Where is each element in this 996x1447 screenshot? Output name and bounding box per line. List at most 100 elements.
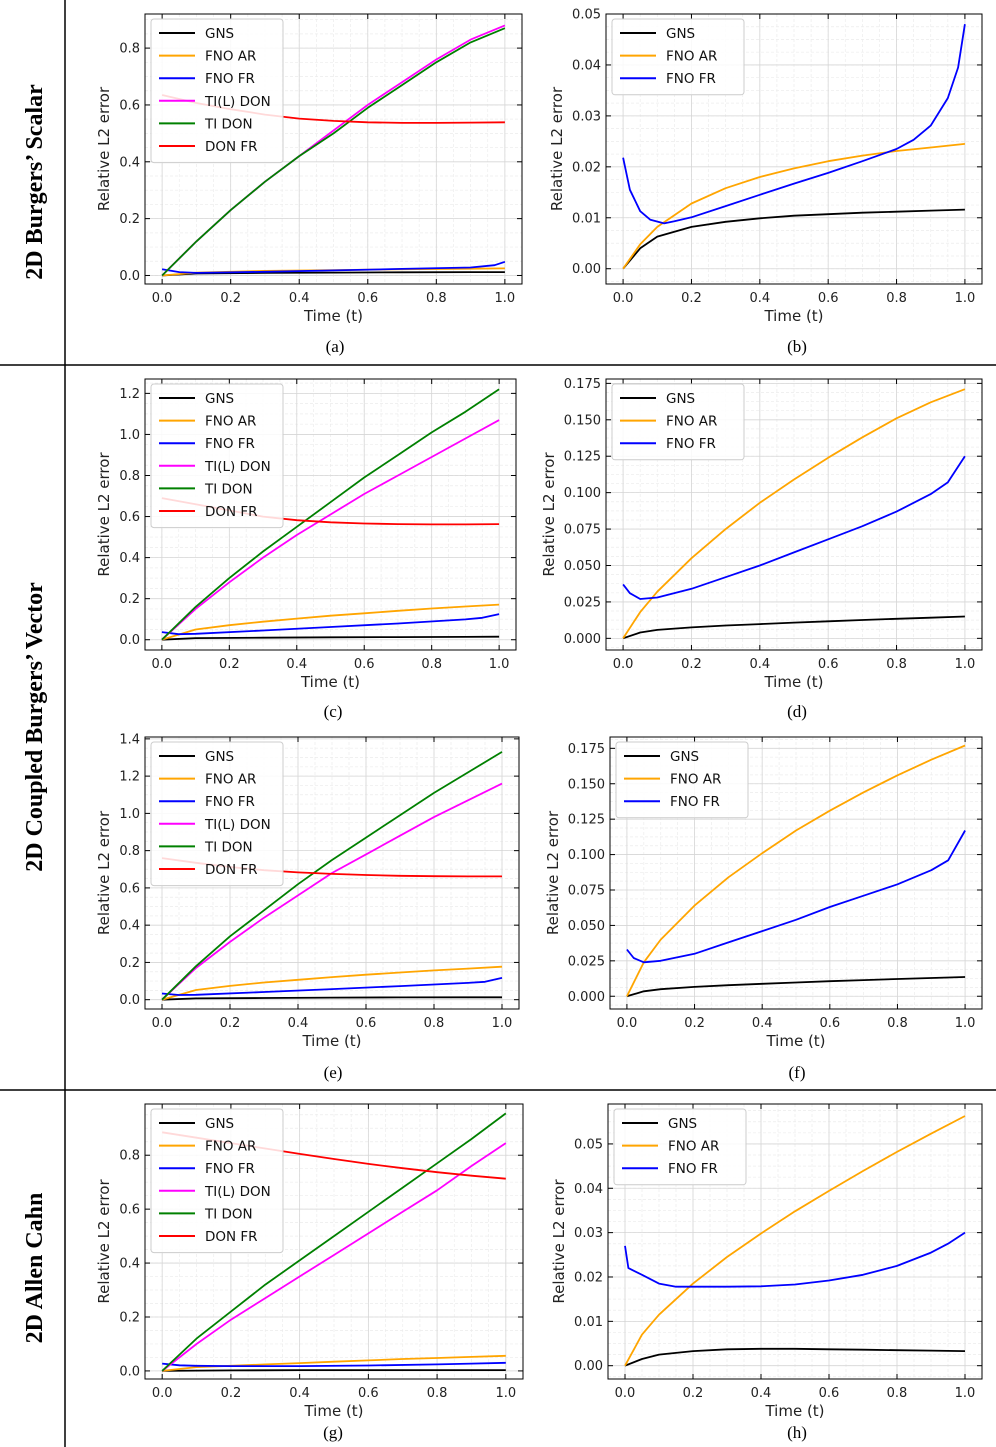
y-tick-label: 0.8 — [119, 469, 140, 484]
series-line-fno-ar — [622, 143, 965, 270]
series-group — [622, 388, 966, 640]
x-tick-label: 0.4 — [288, 1016, 309, 1031]
y-tick-label: 0.4 — [119, 155, 140, 170]
series-group — [624, 1115, 966, 1367]
x-tick-label: 0.8 — [421, 657, 442, 672]
legend-label: TI(L) DON — [204, 459, 271, 475]
x-tick-label: 0.4 — [749, 657, 770, 672]
y-tick-label: 0.025 — [568, 954, 605, 969]
legend-box — [615, 741, 749, 819]
y-tick-label: 0.00 — [572, 262, 601, 277]
series-group — [622, 24, 966, 270]
y-tick-label: 0.05 — [572, 8, 601, 23]
x-tick-label: 1.0 — [495, 291, 516, 306]
legend-label: FNO AR — [205, 1139, 256, 1155]
row-label-allen-cahn: 2D Allen Cahn — [22, 1193, 48, 1344]
x-axis-label: Time (t) — [763, 673, 823, 691]
legend: GNS FNO AR FNO FR TI(L) DON TI DON DON FR — [150, 383, 284, 529]
series-line-fno-ar — [626, 744, 966, 997]
y-tick-label: 0.03 — [574, 1226, 603, 1241]
legend-label: FNO FR — [668, 1161, 718, 1177]
x-tick-label: 0.0 — [152, 1016, 173, 1031]
x-tick-label: 0.6 — [358, 1386, 379, 1401]
y-axis-label: Relative L2 error — [540, 452, 558, 577]
y-axis-label: Relative L2 error — [544, 810, 562, 935]
y-tick-label: 0.00 — [574, 1359, 603, 1374]
legend-label: FNO FR — [666, 71, 716, 87]
series-line-gns — [162, 1369, 506, 1372]
y-tick-label: 0.01 — [574, 1315, 603, 1330]
series-line-ti-don — [161, 27, 506, 277]
legend-label: FNO AR — [205, 414, 256, 430]
y-tick-label: 0.150 — [564, 413, 601, 428]
y-tick-label: 0.100 — [564, 486, 601, 501]
y-tick-label: 0.4 — [119, 551, 140, 566]
legend: GNS FNO AR FNO FR — [611, 18, 745, 96]
y-tick-label: 0.175 — [568, 742, 605, 757]
x-tick-label: 0.6 — [818, 291, 839, 306]
row-label-burgers-scalar: 2D Burgers’ Scalar — [22, 84, 48, 280]
legend: GNS FNO AR FNO FR — [611, 383, 745, 461]
panel-caption: (g) — [323, 1423, 343, 1442]
legend-label: FNO FR — [205, 71, 255, 87]
panel-caption: (b) — [787, 337, 807, 356]
x-tick-label: 0.4 — [286, 657, 307, 672]
legend-label: DON FR — [205, 862, 258, 878]
x-tick-label: 0.8 — [426, 291, 447, 306]
series-line-ti-don — [161, 751, 503, 1001]
y-tick-label: 0.000 — [564, 632, 601, 647]
y-tick-label: 1.2 — [119, 770, 140, 785]
series-line-fno-fr — [162, 1361, 506, 1367]
series-group — [626, 744, 966, 998]
y-tick-label: 0.8 — [119, 844, 140, 859]
legend-label: GNS — [666, 391, 695, 407]
x-tick-label: 0.2 — [683, 1386, 704, 1401]
series-group — [161, 388, 500, 641]
x-tick-label: 0.0 — [152, 291, 173, 306]
legend-label: GNS — [668, 1116, 697, 1132]
panel-caption: (d) — [787, 702, 807, 721]
y-tick-label: 0.4 — [119, 1257, 140, 1272]
series-line-gns — [624, 1347, 966, 1367]
series-line-fno-fr — [622, 24, 966, 225]
y-tick-label: 0.2 — [119, 956, 140, 971]
panel-caption: (f) — [789, 1063, 806, 1082]
legend-label: DON FR — [205, 504, 258, 520]
x-tick-label: 0.4 — [752, 1016, 773, 1031]
x-tick-label: 0.2 — [681, 291, 702, 306]
series-line-ti-l-don — [161, 419, 500, 641]
y-axis-label: Relative L2 error — [95, 810, 113, 935]
chart-h: 0.0 0.2 0.4 0.6 0.8 1.0 0.00 0.01 0.02 0.03 0.04 0.… — [550, 1103, 983, 1442]
chart-a: 0.0 0.2 0.4 0.6 0.8 1.0 0.0 0.2 0.4 0.6 0.8 Time (t… — [95, 13, 523, 356]
legend-label: TI(L) DON — [204, 1184, 271, 1200]
legend-label: GNS — [205, 749, 234, 765]
y-tick-label: 0.125 — [568, 813, 605, 828]
panel-caption: (a) — [326, 337, 345, 356]
y-tick-label: 0.0 — [119, 633, 140, 648]
x-axis-label: Time (t) — [763, 307, 823, 325]
y-tick-label: 1.0 — [119, 428, 140, 443]
x-tick-label: 0.8 — [887, 1386, 908, 1401]
major-grid — [608, 1104, 982, 1379]
legend-label: TI(L) DON — [204, 94, 271, 110]
y-tick-label: 0.100 — [568, 848, 605, 863]
y-tick-label: 0.6 — [119, 881, 140, 896]
x-tick-label: 0.4 — [749, 291, 770, 306]
y-tick-label: 0.03 — [572, 109, 601, 124]
x-tick-label: 0.0 — [152, 657, 173, 672]
plot-frame — [144, 1103, 524, 1380]
legend: GNS FNO AR FNO FR — [615, 741, 749, 819]
plot-frame — [605, 13, 983, 285]
series-line-fno-fr — [622, 455, 966, 600]
chart-d: 0.0 0.2 0.4 0.6 0.8 1.0 0.000 0.025 0.050 0.075 0.… — [540, 377, 983, 721]
legend-label: FNO FR — [205, 436, 255, 452]
y-tick-label: 0.6 — [119, 98, 140, 113]
y-tick-label: 0.0 — [119, 269, 140, 284]
x-tick-label: 0.2 — [220, 291, 241, 306]
x-tick-label: 0.8 — [887, 1016, 908, 1031]
y-tick-label: 0.6 — [119, 1203, 140, 1218]
legend-label: FNO FR — [666, 436, 716, 452]
legend-label: FNO FR — [670, 794, 720, 810]
chart-panels: 0.0 0.2 0.4 0.6 0.8 1.0 0.0 0.2 0.4 0.6 0.8 Time (t… — [95, 8, 983, 1442]
series-line-fno-fr — [161, 613, 500, 636]
